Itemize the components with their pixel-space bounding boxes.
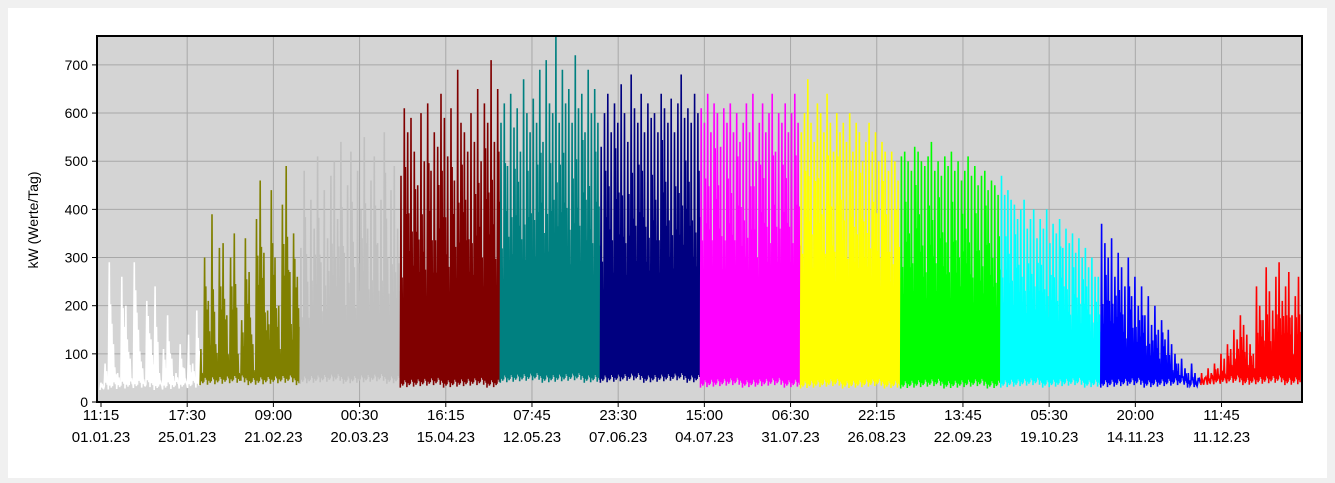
series-line xyxy=(399,60,501,388)
y-tick-label: 500 xyxy=(65,153,89,169)
x-tick-time: 22:15 xyxy=(858,407,896,424)
series-month-01 xyxy=(99,262,201,391)
x-tick-time: 09:00 xyxy=(255,407,293,424)
series-line xyxy=(799,79,901,389)
x-tick-date: 31.07.23 xyxy=(761,429,819,446)
x-tick-date: 22.09.23 xyxy=(934,429,992,446)
series-line xyxy=(499,35,601,383)
series-line xyxy=(899,141,1002,389)
series-month-04 xyxy=(399,60,501,388)
x-tick-date: 01.01.23 xyxy=(72,429,130,446)
x-tick-time: 00:30 xyxy=(341,407,379,424)
series-month-11 xyxy=(1100,223,1202,389)
series-month-08 xyxy=(799,79,901,389)
x-tick-date: 20.03.23 xyxy=(330,429,388,446)
x-tick-time: 16:15 xyxy=(427,407,465,424)
series-line xyxy=(599,74,701,383)
x-tick-date: 14.11.23 xyxy=(1107,429,1164,446)
series-month-06 xyxy=(599,74,701,383)
x-tick-time: 15:00 xyxy=(686,407,724,424)
x-tick-date: 25.01.23 xyxy=(158,429,216,446)
series-line xyxy=(1000,175,1102,388)
x-tick-time: 20:00 xyxy=(1117,407,1155,424)
y-axis-label: kW (Werte/Tag) xyxy=(25,172,41,269)
y-tick-labels: 0 100 200 300 400 500 600 700 xyxy=(65,57,97,410)
x-tick-date: 12.05.23 xyxy=(503,429,561,446)
x-tick-time: 05:30 xyxy=(1030,407,1068,424)
x-tick-date: 04.07.23 xyxy=(675,429,733,446)
x-tick-time: 17:30 xyxy=(168,407,206,424)
x-tick-time: 11:45 xyxy=(1203,407,1239,424)
x-tick-date: 26.08.23 xyxy=(848,429,906,446)
y-tick-label: 200 xyxy=(65,298,89,314)
series-line xyxy=(1100,223,1202,389)
series-month-03 xyxy=(299,132,401,384)
x-tick-time: 11:15 xyxy=(83,407,119,424)
series-line xyxy=(1200,262,1302,386)
y-tick-label: 0 xyxy=(80,394,88,410)
x-tick-time: 06:30 xyxy=(772,407,810,424)
y-tick-label: 300 xyxy=(65,250,89,266)
y-tick-label: 600 xyxy=(65,105,89,121)
series-month-12 xyxy=(1200,262,1302,386)
x-tick-date: 07.06.23 xyxy=(589,429,647,446)
series-line xyxy=(99,262,201,391)
x-tick-date: 11.12.23 xyxy=(1193,429,1250,446)
y-tick-label: 400 xyxy=(65,201,89,217)
series-month-07 xyxy=(699,93,801,388)
series-month-10 xyxy=(1000,175,1102,388)
series-month-05 xyxy=(499,35,601,383)
x-tick-labels: 11:15 01.01.23 17:30 25.01.23 09:00 21.02.23 0… xyxy=(72,402,1250,446)
series-month-02 xyxy=(199,165,301,386)
series-layer xyxy=(99,35,1302,391)
series-line xyxy=(299,132,401,384)
plot-frame xyxy=(96,35,1303,403)
series-line xyxy=(699,93,801,388)
x-tick-time: 07:45 xyxy=(513,407,551,424)
x-tick-date: 19.10.23 xyxy=(1020,429,1078,446)
x-tick-date: 15.04.23 xyxy=(417,429,475,446)
x-tick-time: 23:30 xyxy=(599,407,637,424)
series-month-09 xyxy=(899,141,1002,389)
series-line xyxy=(199,165,301,386)
x-tick-date: 21.02.23 xyxy=(244,429,302,446)
y-tick-label: 700 xyxy=(65,57,89,73)
x-tick-time: 13:45 xyxy=(944,407,982,424)
y-tick-label: 100 xyxy=(65,346,89,362)
